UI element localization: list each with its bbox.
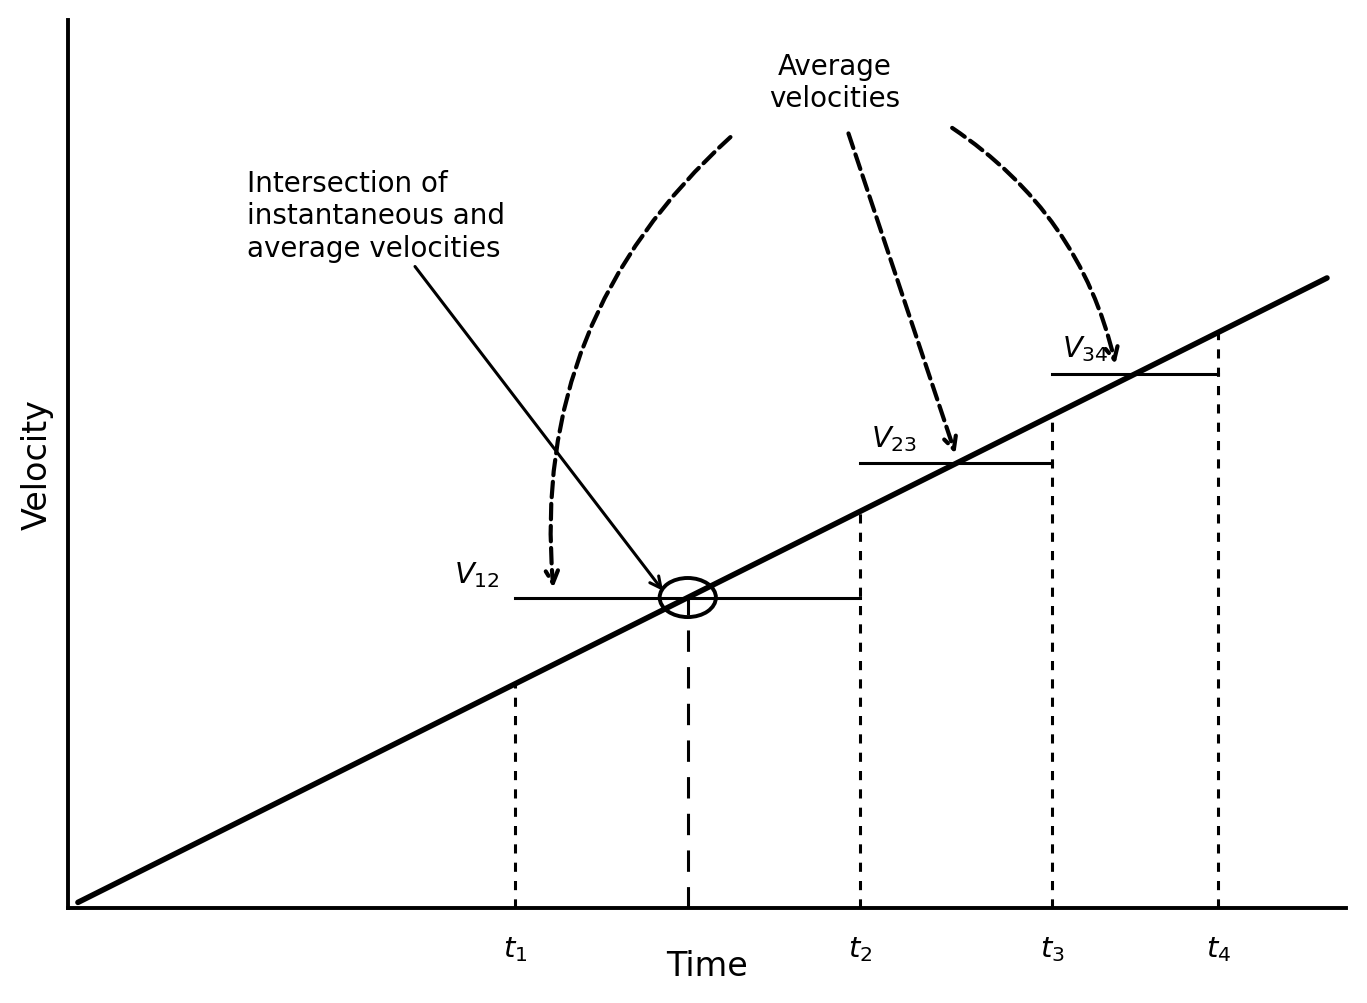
Y-axis label: Velocity: Velocity	[21, 399, 53, 530]
Text: $V_{23}$: $V_{23}$	[871, 423, 917, 453]
Text: $t_4$: $t_4$	[1206, 934, 1230, 963]
Text: $V_{12}$: $V_{12}$	[454, 560, 500, 589]
Text: $t_3$: $t_3$	[1040, 934, 1065, 963]
Text: Average
velocities: Average velocities	[770, 53, 901, 113]
Text: $V_{34}$: $V_{34}$	[1062, 334, 1109, 364]
Text: $t_1$: $t_1$	[503, 934, 528, 963]
Text: $t_2$: $t_2$	[848, 934, 872, 963]
Text: Intersection of
instantaneous and
average velocities: Intersection of instantaneous and averag…	[246, 170, 662, 589]
X-axis label: Time: Time	[666, 949, 748, 982]
